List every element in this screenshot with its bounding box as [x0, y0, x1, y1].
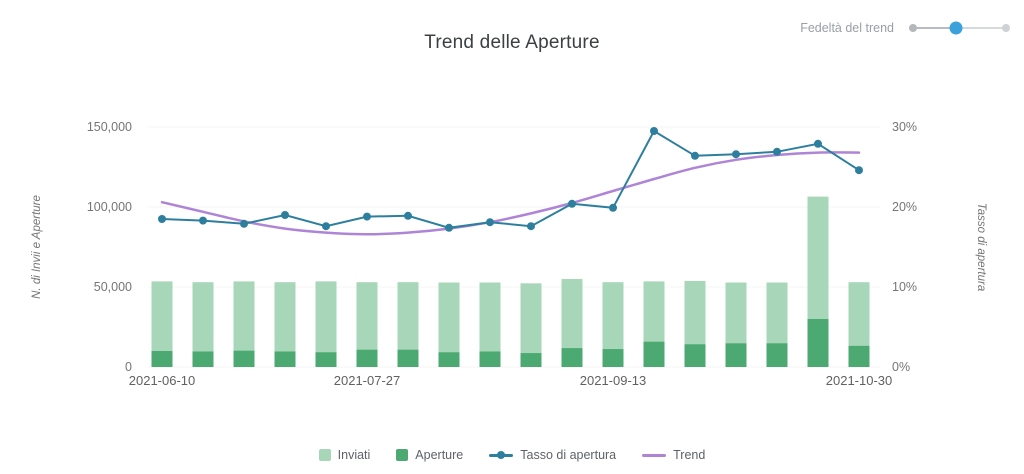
x-axis-tick-label: 2021-06-10 [129, 373, 196, 388]
tasso-apertura-point[interactable] [404, 211, 412, 220]
bar-inviati[interactable] [438, 282, 460, 367]
bar-inviati[interactable] [151, 281, 173, 367]
bar-aperture[interactable] [848, 345, 870, 367]
bar-inviati[interactable] [397, 282, 419, 367]
trend-swatch [642, 450, 667, 460]
trend-line [160, 151, 861, 236]
bar-inviati[interactable] [274, 282, 296, 367]
bar-aperture[interactable] [684, 344, 706, 367]
legend-item-inviati[interactable]: Inviati [318, 448, 371, 462]
bar-inviati[interactable] [356, 282, 378, 367]
bar-aperture[interactable] [766, 343, 788, 367]
tasso-apertura-point[interactable] [855, 166, 863, 175]
bar-inviati[interactable] [315, 281, 337, 367]
tasso-apertura-point[interactable] [650, 127, 658, 135]
tasso-apertura-point[interactable] [691, 151, 699, 160]
tasso-apertura-point[interactable] [773, 147, 781, 156]
slider-handle[interactable] [949, 21, 963, 35]
tasso-swatch [489, 450, 514, 460]
bar-aperture[interactable] [602, 349, 624, 367]
tasso-apertura-point[interactable] [281, 211, 289, 219]
trend-swatch-line [642, 454, 667, 457]
bar-aperture[interactable] [807, 319, 829, 367]
right-axis-tick-label: 10% [892, 280, 917, 294]
slider-stop-high[interactable] [1002, 24, 1010, 32]
slider-stop-low[interactable] [909, 24, 917, 32]
left-axis-tick-label: 50,000 [94, 280, 132, 294]
legend-label-tasso: Tasso di apertura [520, 448, 617, 462]
right-axis-tick-label: 0% [892, 360, 910, 374]
right-axis-title: Tasso di apertura [975, 203, 987, 291]
tasso-apertura-point[interactable] [732, 150, 740, 159]
tasso-apertura-point[interactable] [445, 223, 453, 232]
chart-legend: Inviati Aperture Tasso di apertura Trend [0, 448, 1024, 462]
bar-aperture[interactable] [643, 341, 665, 367]
tasso-apertura-point[interactable] [363, 212, 371, 221]
tasso-apertura-point[interactable] [814, 139, 822, 148]
bar-inviati[interactable] [479, 282, 501, 367]
bar-aperture[interactable] [356, 349, 378, 367]
legend-item-tasso[interactable]: Tasso di apertura [489, 448, 616, 462]
bar-aperture[interactable] [192, 351, 214, 367]
x-axis-tick-label: 2021-10-30 [826, 373, 893, 388]
bar-aperture[interactable] [233, 350, 255, 367]
bar-inviati[interactable] [602, 282, 624, 367]
trend-fidelity-slider[interactable] [908, 20, 1010, 36]
tasso-apertura-point[interactable] [199, 216, 207, 225]
tasso-apertura-point[interactable] [240, 219, 248, 228]
bar-aperture[interactable] [479, 351, 501, 367]
legend-label-inviati: Inviati [337, 448, 371, 462]
tasso-apertura-line [161, 129, 860, 229]
tasso-apertura-point[interactable] [158, 215, 166, 223]
trend-fidelity-control: Fedeltà del trend [800, 20, 1010, 36]
left-axis-tick-label: 150,000 [87, 120, 132, 134]
bar-aperture[interactable] [151, 351, 173, 367]
left-axis-tick-label: 100,000 [87, 200, 132, 214]
tasso-apertura-point[interactable] [486, 218, 494, 227]
trend-fidelity-label: Fedeltà del trend [800, 21, 894, 35]
bar-aperture[interactable] [397, 349, 419, 367]
tasso-apertura-point[interactable] [322, 222, 330, 231]
x-axis-tick-label: 2021-07-27 [334, 373, 401, 388]
chart-title: Trend delle Aperture [424, 32, 600, 53]
bar-aperture[interactable] [438, 352, 460, 367]
legend-item-aperture[interactable]: Aperture [396, 448, 463, 462]
bar-aperture[interactable] [725, 343, 747, 367]
bar-aperture[interactable] [520, 353, 542, 367]
bar-inviati[interactable] [520, 283, 542, 367]
legend-label-aperture: Aperture [415, 448, 464, 462]
legend-item-trend[interactable]: Trend [642, 448, 705, 462]
left-axis-tick-label: 0 [125, 360, 132, 374]
tasso-swatch-dot [497, 451, 506, 459]
right-axis-tick-label: 20% [892, 200, 917, 214]
bar-inviati[interactable] [561, 279, 583, 367]
tasso-apertura-point[interactable] [609, 203, 617, 212]
bar-aperture[interactable] [274, 351, 296, 367]
bar-inviati[interactable] [848, 282, 870, 367]
inviati-swatch [318, 449, 331, 461]
left-axis-title: N. di Invii e Aperture [31, 195, 43, 299]
tasso-apertura-point[interactable] [568, 199, 576, 208]
legend-label-trend: Trend [673, 448, 706, 462]
right-axis-tick-label: 30% [892, 120, 917, 134]
x-axis-tick-label: 2021-09-13 [580, 373, 647, 388]
bar-inviati[interactable] [233, 281, 255, 367]
bar-aperture[interactable] [315, 352, 337, 367]
tasso-apertura-point[interactable] [527, 222, 535, 231]
aperture-swatch [396, 449, 409, 461]
bar-aperture[interactable] [561, 348, 583, 367]
bar-inviati[interactable] [192, 282, 214, 367]
